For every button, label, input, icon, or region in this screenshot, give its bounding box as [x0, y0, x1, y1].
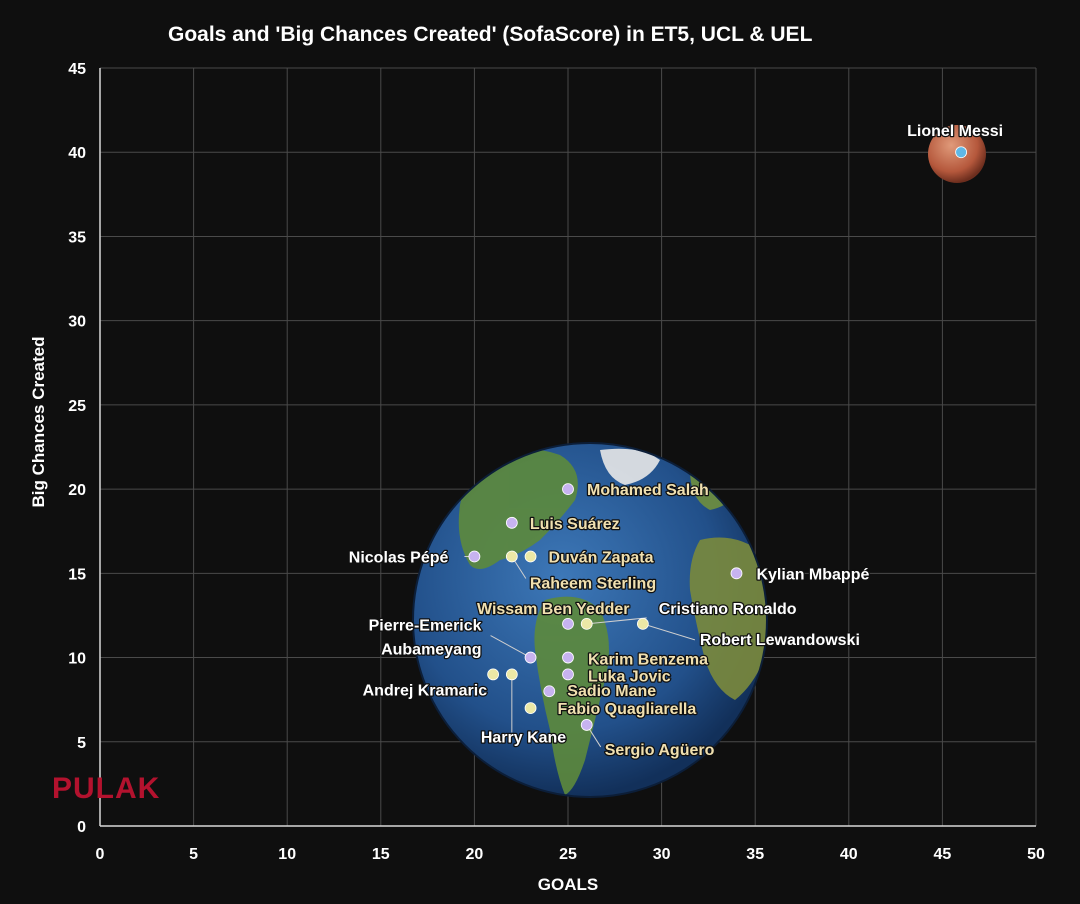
y-tick-label: 25 [68, 398, 86, 415]
ticks-layer: 0 5 10 15 20 25 30 35 40 45 50 0 5 10 15 20 25 30 35 40 45 [68, 61, 1045, 863]
x-tick-label: 35 [746, 846, 764, 863]
label-mohamed-salah: Mohamed Salah [587, 482, 709, 499]
point-robert-lewandowski [636, 617, 649, 630]
point-raheem-sterling [505, 550, 518, 563]
label-wissam-ben-yedder: Wissam Ben Yedder [477, 601, 630, 618]
y-tick-label: 5 [77, 735, 86, 752]
y-tick-label: 10 [68, 651, 86, 668]
label-harry-kane: Harry Kane [481, 729, 566, 746]
point-sergio-aguero [580, 719, 593, 731]
x-tick-label: 30 [653, 846, 671, 863]
label-kylian-mbappe: Kylian Mbappé [756, 566, 869, 583]
x-tick-label: 45 [934, 846, 952, 863]
label-lionel-messi: Lionel Messi [907, 123, 1003, 140]
y-tick-label: 30 [68, 314, 86, 331]
point-wissam-ben-yedder [562, 617, 574, 630]
x-tick-label: 40 [840, 846, 858, 863]
y-tick-label: 0 [77, 819, 86, 836]
point-harry-kane [505, 668, 518, 681]
x-tick-label: 0 [96, 846, 105, 863]
point-cristiano-ronaldo [580, 617, 593, 630]
y-tick-label: 35 [68, 229, 86, 246]
label-andrej-kramaric: Andrej Kramaric [363, 682, 488, 699]
point-sadio-mane [543, 685, 556, 698]
y-tick-label: 40 [68, 145, 86, 162]
point-nicolas-pepe [468, 550, 481, 563]
point-kylian-mbappe [730, 567, 743, 580]
y-tick-label: 45 [68, 61, 86, 78]
point-lionel-messi [955, 146, 968, 159]
label-fabio-quagliarella: Fabio Quagliarella [558, 701, 697, 718]
leader-pierre-emerick-aubameyang [490, 635, 531, 658]
label-nicolas-pepe: Nicolas Pépé [349, 549, 449, 566]
label-raheem-sterling: Raheem Sterling [530, 575, 656, 592]
watermark: PULAK [52, 772, 161, 805]
x-tick-label: 5 [189, 846, 198, 863]
points-layer [468, 146, 968, 731]
x-tick-label: 25 [559, 846, 577, 863]
label-karim-benzema: Karim Benzema [588, 652, 708, 669]
x-axis-title: GOALS [538, 875, 598, 894]
point-luka-jovic [562, 668, 574, 681]
point-karim-benzema [562, 651, 574, 664]
point-andrej-kramaric [487, 668, 500, 681]
label-duvan-zapata: Duván Zapata [549, 549, 654, 566]
y-tick-label: 20 [68, 482, 86, 499]
label-luis-suarez: Luis Suárez [530, 516, 620, 533]
y-axis-title: Big Chances Created [29, 337, 48, 508]
label-luka-jovic: Luka Jovic [588, 668, 671, 685]
x-tick-label: 15 [372, 846, 390, 863]
point-duvan-zapata [524, 550, 537, 563]
y-tick-label: 15 [68, 566, 86, 583]
point-mohamed-salah [562, 483, 574, 496]
x-tick-label: 20 [466, 846, 484, 863]
label-sergio-aguero: Sergio Agüero [605, 742, 715, 759]
label-sadio-mane: Sadio Mane [567, 683, 656, 700]
globe-image [412, 442, 768, 798]
labels-layer: Lionel Messi Mohamed Salah Luis Suárez Nico… [348, 122, 1005, 760]
label-cristiano-ronaldo: Cristiano Ronaldo [659, 601, 797, 618]
leader-robert-lewandowski [642, 623, 696, 641]
point-fabio-quagliarella [524, 702, 537, 714]
label-pierre-emerick-aubameyang: Pierre-Emerick Aubameyang [369, 618, 482, 659]
leader-cristiano-ronaldo [586, 617, 647, 625]
x-tick-label: 10 [278, 846, 296, 863]
chart-title: Goals and 'Big Chances Created' (SofaSco… [168, 23, 813, 46]
point-luis-suarez [505, 516, 518, 529]
point-pierre-emerick-aubameyang [524, 651, 537, 664]
label-robert-lewandowski: Robert Lewandowski [700, 632, 860, 649]
x-tick-label: 50 [1027, 846, 1045, 863]
